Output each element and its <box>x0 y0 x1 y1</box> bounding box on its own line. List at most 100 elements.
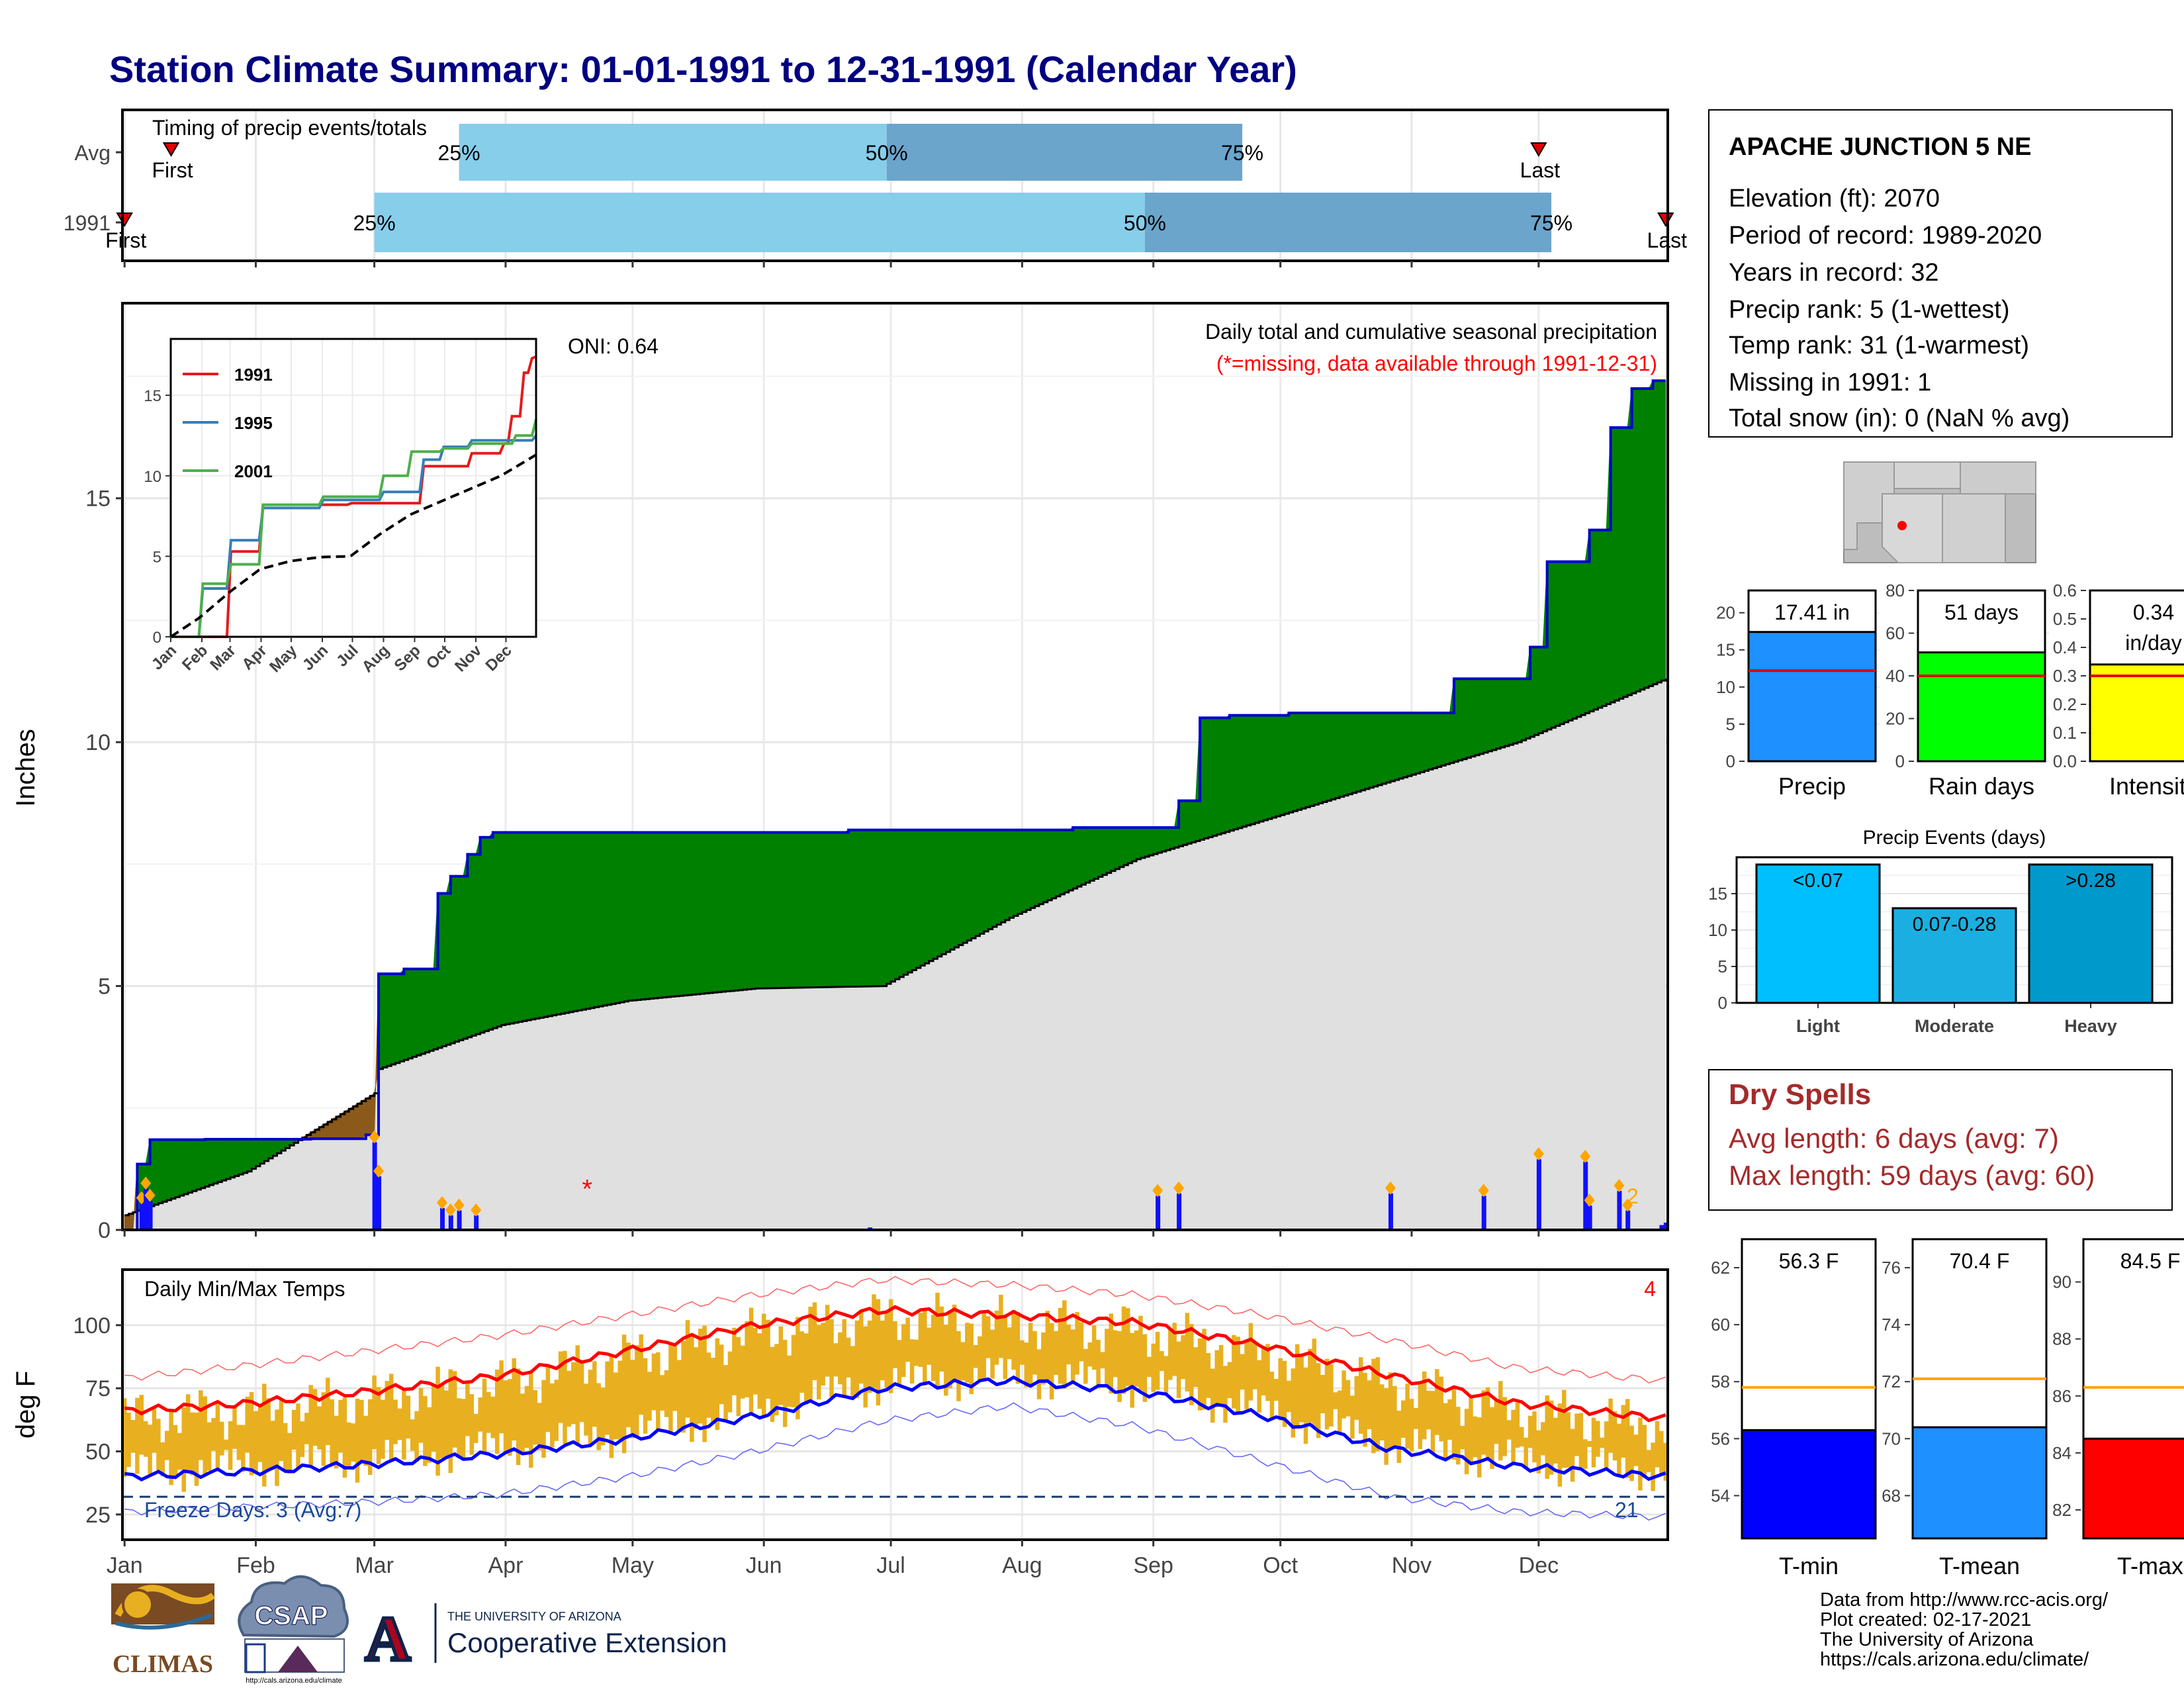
inset-line-1995 <box>171 434 537 638</box>
csap-url: http://cals.arizona.edu/climate <box>246 1677 342 1685</box>
heavy-event-marker <box>1152 1184 1163 1197</box>
temp-bar-y-tick-label: 62 <box>1711 1258 1730 1278</box>
temp-bar-y-tick-label: 54 <box>1711 1485 1730 1505</box>
footer-line: Plot created: 02-17-2021 <box>1820 1609 2031 1630</box>
temp-bar-y-tick-label: 56 <box>1711 1429 1730 1448</box>
daily-precip-bar <box>457 1210 462 1230</box>
daily-precip-bar <box>1587 1205 1592 1230</box>
daily-precip-bar <box>377 1176 382 1230</box>
month-tick-label: Mar <box>355 1553 394 1578</box>
precip-ylabel: Inches <box>11 729 40 807</box>
heavy-event-marker <box>1173 1181 1185 1195</box>
csap-logo-text: CSAP <box>254 1601 328 1630</box>
events-y-tick-label: 5 <box>1718 957 1727 976</box>
temp-bar-y-tick-label: 58 <box>1711 1372 1730 1391</box>
mini-bar-value <box>1917 651 2046 763</box>
temp-y-tick-label: 50 <box>85 1440 111 1465</box>
mini-y-tick-label: 5 <box>1726 714 1735 734</box>
inset-line-2001 <box>171 419 537 638</box>
timing-q50-q75-bar <box>1144 193 1552 252</box>
month-tick-label: Apr <box>488 1553 523 1578</box>
heavy-event-marker <box>1533 1147 1544 1161</box>
events-bar-range-label: <0.07 <box>1793 870 1843 892</box>
mini-bar-label: Rain days <box>1929 773 2034 800</box>
timing-q50-label: 50% <box>866 141 908 165</box>
csap-logo: CSAP http://cals.arizona.edu/climate <box>238 1575 349 1685</box>
average-min-line <box>124 1375 1666 1482</box>
timing-first-label: First <box>152 158 193 182</box>
temp-bar-y-tick-label: 60 <box>1711 1315 1730 1335</box>
heavy-event-marker <box>1614 1179 1625 1193</box>
dry-spells-title: Dry Spells <box>1729 1078 1871 1111</box>
mini-y-tick-label: 60 <box>1886 624 1905 643</box>
temp-bar-y-tick-label: 70 <box>1882 1429 1901 1448</box>
temp-bar-y-tick-label: 86 <box>2052 1386 2071 1406</box>
heavy-event-marker <box>140 1176 152 1190</box>
heavy-event-marker <box>471 1203 482 1217</box>
month-tick-label: Jun <box>746 1553 782 1578</box>
temp-data <box>122 1276 1668 1521</box>
mini-bar-label: Precip <box>1778 773 1846 800</box>
events-bars: 0 5 10 15 <0.07 Light 0.07-0.28 Moderate >0.28 He… <box>1708 856 2173 1036</box>
temp-bar-y-tick-label: 90 <box>2052 1272 2071 1292</box>
events-frame <box>1735 856 2173 1004</box>
precip-y-tick-label: 10 <box>85 730 111 755</box>
station-line: Total snow (in): 0 (NaN % avg) <box>1729 404 2070 432</box>
timing-first-label: First <box>105 228 146 252</box>
daily-precip-bar <box>1156 1196 1161 1230</box>
temp-top-count: 4 <box>1644 1277 1656 1301</box>
station-line: Elevation (ft): 2070 <box>1729 185 1940 212</box>
temp-bar-value <box>2082 1437 2184 1540</box>
timing-first-marker <box>116 212 133 227</box>
temp-bar-y-tick-label: 88 <box>2052 1329 2071 1349</box>
inset-legend-label: 1991 <box>234 365 273 385</box>
precip-daily-bars <box>136 1130 1668 1230</box>
timing-q50-q75-bar <box>886 124 1243 181</box>
inset-legend-label: 1995 <box>234 413 273 433</box>
mini-bar-value <box>1747 631 1877 763</box>
temp-bar-y-tick-label: 76 <box>1882 1258 1901 1278</box>
daily-precip-bar <box>448 1215 453 1230</box>
temp-bar-value-label: 56.3 F <box>1779 1249 1839 1273</box>
ua-logo: A THE UNIVERSITY OF ARIZONA Cooperative … <box>363 1602 727 1676</box>
average-max-line <box>124 1305 1666 1423</box>
ua-line1: THE UNIVERSITY OF ARIZONA <box>447 1610 621 1623</box>
station-location-dot <box>1897 521 1907 530</box>
events-bar-range-label: >0.28 <box>2066 870 2116 892</box>
temp-bar-label: T-min <box>1779 1552 1839 1579</box>
climas-logo: CLIMAS <box>111 1583 216 1678</box>
temp-bar-value-label: 70.4 F <box>1950 1249 2010 1273</box>
inset-y-tick-label: 10 <box>144 468 161 486</box>
timing-first-marker <box>162 142 180 157</box>
heavy-event-marker <box>445 1203 456 1217</box>
temp-bar-y-tick-label: 68 <box>1882 1485 1901 1505</box>
events-bar-label: Light <box>1796 1016 1840 1036</box>
events-y-tick-label: 10 <box>1708 920 1727 940</box>
mini-y-tick-label: 0.6 <box>2053 581 2077 600</box>
dry-spells-box: Dry Spells Avg length: 6 days (avg: 7) M… <box>1708 1069 2173 1211</box>
temp-bottom-count: 21 <box>1615 1498 1639 1522</box>
station-name: APACHE JUNCTION 5 NE <box>1729 133 2031 161</box>
events-bar <box>2028 863 2154 1004</box>
month-axis: Jan Feb Mar Apr May Jun Jul Aug Sep Oct Nov Dec <box>107 261 1559 1578</box>
inset-y-axis: 0 5 10 15 <box>144 387 171 647</box>
events-y-tick-label: 15 <box>1708 884 1727 904</box>
temp-bar-value <box>1741 1429 1877 1540</box>
temp-ylabel: deg F <box>11 1371 40 1438</box>
temp-y-tick-label: 75 <box>85 1376 111 1401</box>
temp-panel: 25 50 75 100 deg F Daily Min/Max Temps Free… <box>11 1268 1669 1541</box>
daily-precip-bar <box>372 1142 377 1230</box>
daily-precip-bar <box>1617 1191 1622 1230</box>
daily-precip-bar <box>439 1207 445 1230</box>
precip-y-tick-label: 0 <box>98 1218 111 1243</box>
heavy-event-marker <box>1385 1181 1396 1195</box>
daily-precip-bar <box>1659 1225 1664 1230</box>
inset-y-tick-label: 15 <box>144 387 161 405</box>
mini-y-tick-label: 40 <box>1886 666 1905 686</box>
temp-bar-label: T-max <box>2117 1552 2183 1579</box>
mini-y-tick-label: 15 <box>1716 640 1735 660</box>
precip-y-tick-label: 15 <box>85 487 111 512</box>
timing-q25-q50-bar <box>459 124 887 181</box>
mini-y-tick-label: 10 <box>1716 677 1735 697</box>
